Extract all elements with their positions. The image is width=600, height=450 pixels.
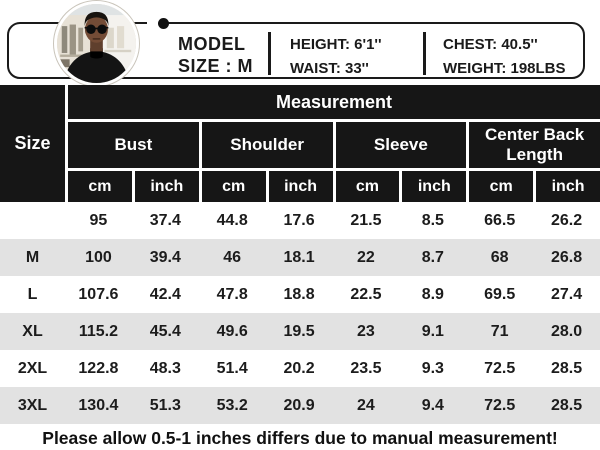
- bust-inch-cell: 42.4: [149, 285, 181, 303]
- sleeve-inch-cell: 8.9: [421, 285, 444, 303]
- bust-cm-cell: 115.2: [78, 322, 119, 340]
- unit-header-inch: inch: [268, 171, 333, 202]
- cbl-inch-cell: 27.4: [550, 285, 583, 303]
- vertical-divider: [423, 32, 426, 75]
- sleeve-cm-cell: 23.5: [350, 359, 382, 377]
- shoulder-cm-cell: 46: [223, 248, 242, 266]
- shoulder-inch-cell: 17.6: [283, 211, 315, 229]
- size-cell: XL: [22, 322, 43, 340]
- cbl-inch-cell: 28.0: [550, 322, 583, 340]
- size-cell: 3XL: [17, 396, 48, 414]
- sleeve-cm-cell: 22.5: [350, 285, 382, 303]
- unit-header-cm: cm: [469, 171, 534, 202]
- border-gap-decoration: [147, 19, 159, 26]
- table-row: 2XL 122.8 48.3 51.4 20.2 23.5 9.3 72.5 2…: [0, 350, 600, 387]
- model-stats-height-waist: HEIGHT: 6'1'' WAIST: 33'': [290, 33, 382, 81]
- shoulder-inch-cell: 18.8: [283, 285, 315, 303]
- table-header: Size Measurement Bust Shoulder Sleeve Ce…: [0, 85, 600, 202]
- unit-header-cm: cm: [68, 171, 132, 202]
- model-height: HEIGHT: 6'1'': [290, 36, 382, 53]
- cbl-cm-cell: 68: [490, 248, 509, 266]
- model-photo-illustration: [57, 4, 136, 83]
- shoulder-cm-cell: 44.8: [216, 211, 248, 229]
- bust-inch-cell: 37.4: [149, 211, 181, 229]
- unit-header-cm: cm: [201, 171, 266, 202]
- size-cell: 2XL: [17, 359, 48, 377]
- cbl-inch-cell: 26.2: [550, 211, 583, 229]
- table-row: M 100 39.4 46 18.1 22 8.7 68 26.8: [0, 239, 600, 276]
- cbl-inch-cell: 28.5: [550, 359, 583, 377]
- table-row: L 107.6 42.4 47.8 18.8 22.5 8.9 69.5 27.…: [0, 276, 600, 313]
- bust-inch-cell: 45.4: [149, 322, 181, 340]
- cbl-inch-cell: 28.5: [550, 396, 583, 414]
- unit-header-inch: inch: [402, 171, 467, 202]
- sleeve-inch-cell: 8.7: [421, 248, 444, 266]
- table-row: XL 115.2 45.4 49.6 19.5 23 9.1 71 28.0: [0, 313, 600, 350]
- bust-column-header: Bust: [68, 122, 199, 168]
- sleeve-inch-cell: 9.3: [421, 359, 444, 377]
- cbl-cm-cell: 72.5: [484, 359, 516, 377]
- bust-cm-cell: 95: [89, 211, 108, 229]
- shoulder-cm-cell: 47.8: [216, 285, 248, 303]
- cbl-cm-cell: 66.5: [484, 211, 516, 229]
- cbl-inch-cell: 26.8: [550, 248, 583, 266]
- shoulder-column-header: Shoulder: [201, 122, 333, 168]
- model-chest: CHEST: 40.5'': [443, 36, 538, 53]
- size-cell: M: [25, 248, 40, 266]
- bust-inch-cell: 51.3: [149, 396, 181, 414]
- shoulder-inch-cell: 19.5: [283, 322, 315, 340]
- bust-cm-cell: 122.8: [78, 359, 119, 377]
- sleeve-inch-cell: 9.1: [421, 322, 444, 340]
- measurement-disclaimer: Please allow 0.5-1 inches differs due to…: [0, 427, 600, 450]
- table-row: 95 37.4 44.8 17.6 21.5 8.5 66.5 26.2: [0, 202, 600, 239]
- shoulder-inch-cell: 18.1: [283, 248, 315, 266]
- unit-header-inch: inch: [134, 171, 199, 202]
- model-photo: [54, 1, 139, 86]
- line-dot-decoration: [158, 18, 169, 29]
- measurement-header: Measurement: [68, 85, 600, 119]
- size-chart-table: Size Measurement Bust Shoulder Sleeve Ce…: [0, 85, 600, 424]
- model-stats-chest-weight: CHEST: 40.5'' WEIGHT: 198LBS: [443, 33, 566, 81]
- bust-cm-cell: 100: [85, 248, 112, 266]
- sleeve-cm-cell: 23: [357, 322, 375, 340]
- cbl-cm-cell: 69.5: [484, 285, 516, 303]
- center-back-length-column-header: Center Back Length: [469, 122, 600, 168]
- cbl-cm-cell: 72.5: [484, 396, 516, 414]
- bust-cm-cell: 130.4: [78, 396, 119, 414]
- sleeve-cm-cell: 22: [357, 248, 375, 266]
- size-column-header: Size: [0, 85, 65, 202]
- cbl-cm-cell: 71: [490, 322, 509, 340]
- shoulder-inch-cell: 20.2: [283, 359, 315, 377]
- sleeve-column-header: Sleeve: [335, 122, 467, 168]
- shoulder-cm-cell: 51.4: [216, 359, 248, 377]
- shoulder-inch-cell: 20.9: [283, 396, 315, 414]
- size-cell: L: [27, 285, 38, 303]
- model-info-bar: MODEL SIZE : M HEIGHT: 6'1'' WAIST: 33''…: [0, 0, 600, 86]
- unit-header-cm: cm: [335, 171, 400, 202]
- model-waist: WAIST: 33'': [290, 60, 369, 77]
- shoulder-cm-cell: 53.2: [216, 396, 248, 414]
- shoulder-cm-cell: 49.6: [216, 322, 248, 340]
- sleeve-inch-cell: 8.5: [421, 211, 444, 229]
- model-size-value: SIZE : M: [178, 56, 253, 76]
- sleeve-cm-cell: 24: [357, 396, 375, 414]
- unit-header-inch: inch: [536, 171, 600, 202]
- vertical-divider: [268, 32, 271, 75]
- sleeve-cm-cell: 21.5: [350, 211, 382, 229]
- model-label: MODEL: [178, 34, 246, 54]
- model-size-label: MODEL SIZE : M: [178, 33, 253, 77]
- model-weight: WEIGHT: 198LBS: [443, 60, 566, 77]
- bust-inch-cell: 48.3: [149, 359, 181, 377]
- table-row: 3XL 130.4 51.3 53.2 20.9 24 9.4 72.5 28.…: [0, 387, 600, 424]
- sleeve-inch-cell: 9.4: [421, 396, 444, 414]
- bust-cm-cell: 107.6: [78, 285, 119, 303]
- bust-inch-cell: 39.4: [149, 248, 181, 266]
- table-body: 95 37.4 44.8 17.6 21.5 8.5 66.5 26.2 M 1…: [0, 202, 600, 424]
